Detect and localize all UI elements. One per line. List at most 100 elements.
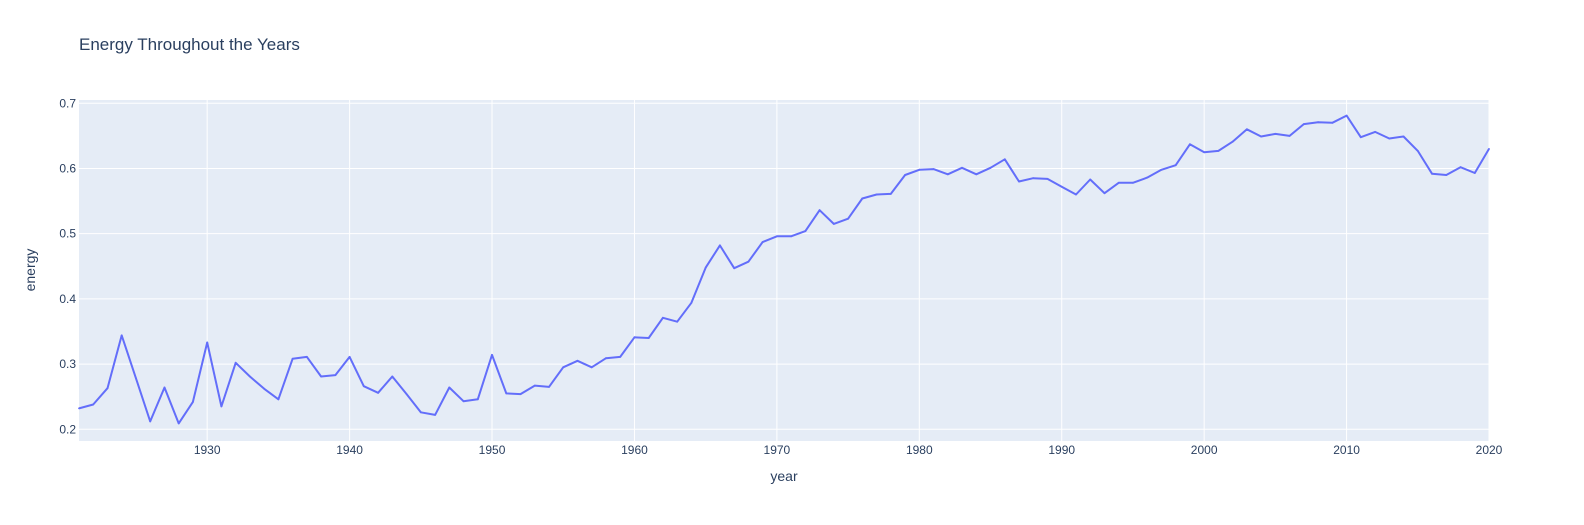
data-point-1957 [590, 366, 593, 369]
y-axis-ticks: 0.2 0.3 0.4 0.5 0.6 0.7 [59, 96, 76, 436]
data-point-1931 [220, 405, 223, 408]
data-point-2000 [1203, 151, 1206, 154]
x-gridlines [206, 100, 1490, 441]
data-point-2019 [1473, 172, 1476, 174]
x-tick-label: 2000 [1191, 443, 1218, 457]
data-point-1949 [476, 398, 479, 401]
data-point-2009 [1331, 121, 1334, 124]
data-point-1994 [1117, 181, 1120, 184]
data-point-1953 [533, 384, 536, 387]
data-point-1970 [776, 235, 778, 238]
x-tick-label: 2020 [1476, 443, 1503, 457]
data-point-1928 [177, 422, 180, 425]
y-axis-title: energy [22, 249, 38, 292]
data-point-1983 [961, 166, 963, 169]
data-point-1972 [804, 230, 807, 233]
data-point-1979 [904, 174, 906, 176]
data-point-2013 [1388, 137, 1391, 140]
data-point-1938 [320, 375, 322, 378]
data-point-1948 [462, 400, 465, 403]
x-tick-label: 1970 [764, 443, 791, 457]
data-point-1963 [676, 320, 679, 323]
data-point-1999 [1189, 143, 1191, 146]
data-point-1935 [277, 398, 280, 401]
x-axis-title: year [770, 468, 798, 484]
data-point-1973 [818, 209, 821, 212]
energy-series-line [78, 114, 1490, 425]
data-point-2014 [1402, 135, 1405, 138]
data-point-1966 [719, 244, 721, 247]
data-point-1988 [1032, 177, 1035, 180]
data-point-1958 [605, 357, 607, 360]
data-point-1937 [306, 356, 308, 358]
data-point-1946 [434, 414, 436, 416]
data-point-1939 [334, 374, 337, 376]
data-point-1952 [519, 393, 522, 395]
data-point-1940 [348, 356, 351, 358]
data-point-1942 [377, 391, 379, 394]
energy-data-points [78, 114, 1490, 425]
x-tick-label: 1950 [479, 443, 506, 457]
data-point-1985 [989, 166, 992, 169]
data-point-1951 [505, 392, 508, 395]
data-point-1989 [1046, 178, 1049, 180]
data-point-1964 [690, 301, 693, 304]
data-point-1977 [875, 193, 878, 196]
chart-title: Energy Throughout the Years [79, 35, 300, 54]
data-point-1934 [263, 387, 266, 390]
data-point-1991 [1075, 193, 1077, 196]
data-point-1932 [234, 361, 237, 364]
data-point-1984 [975, 173, 978, 176]
data-point-1941 [362, 385, 365, 388]
data-point-1955 [562, 366, 565, 369]
data-point-2002 [1231, 140, 1234, 143]
data-point-2011 [1359, 136, 1362, 139]
data-point-1975 [847, 217, 849, 220]
data-point-2005 [1274, 133, 1277, 135]
data-point-2020 [1488, 148, 1490, 150]
data-point-2004 [1260, 135, 1262, 138]
data-point-1998 [1174, 164, 1177, 167]
data-point-1981 [932, 168, 935, 171]
data-point-2016 [1431, 172, 1433, 175]
data-point-1924 [120, 334, 123, 337]
data-point-1971 [790, 235, 792, 238]
y-tick-label: 0.5 [59, 227, 76, 241]
data-point-1986 [1003, 158, 1006, 161]
data-point-2015 [1416, 150, 1419, 152]
data-point-1974 [832, 223, 835, 225]
data-point-1959 [619, 356, 622, 358]
data-point-1976 [861, 197, 864, 200]
x-tick-label: 1930 [194, 443, 221, 457]
data-point-1978 [889, 193, 892, 195]
y-tick-label: 0.2 [59, 422, 76, 436]
data-point-1967 [733, 267, 736, 270]
data-point-1996 [1146, 176, 1149, 179]
data-point-2012 [1374, 131, 1376, 133]
data-point-1965 [704, 266, 707, 269]
x-axis-ticks: 1930 1940 1950 1960 1970 1980 1990 2000 2010 2020 [194, 443, 1503, 457]
data-point-2007 [1302, 123, 1305, 125]
data-point-1982 [946, 173, 949, 176]
x-tick-label: 2010 [1333, 443, 1360, 457]
data-point-1945 [419, 411, 422, 414]
data-point-2010 [1345, 114, 1348, 117]
data-point-1962 [662, 316, 664, 319]
x-tick-label: 1960 [621, 443, 648, 457]
data-point-1995 [1132, 181, 1134, 184]
data-point-1933 [249, 375, 251, 378]
data-point-1944 [405, 393, 408, 395]
data-point-1930 [206, 341, 209, 344]
data-point-1992 [1089, 178, 1092, 181]
data-point-2017 [1445, 174, 1448, 176]
data-point-1961 [647, 337, 650, 339]
data-point-1968 [747, 260, 750, 263]
data-point-1927 [163, 386, 166, 389]
data-point-1990 [1060, 185, 1063, 188]
data-point-2008 [1317, 121, 1319, 124]
data-point-1925 [135, 377, 137, 380]
data-point-1950 [491, 354, 493, 356]
data-point-1969 [761, 241, 764, 244]
data-point-1947 [448, 386, 451, 389]
x-tick-label: 1980 [906, 443, 933, 457]
